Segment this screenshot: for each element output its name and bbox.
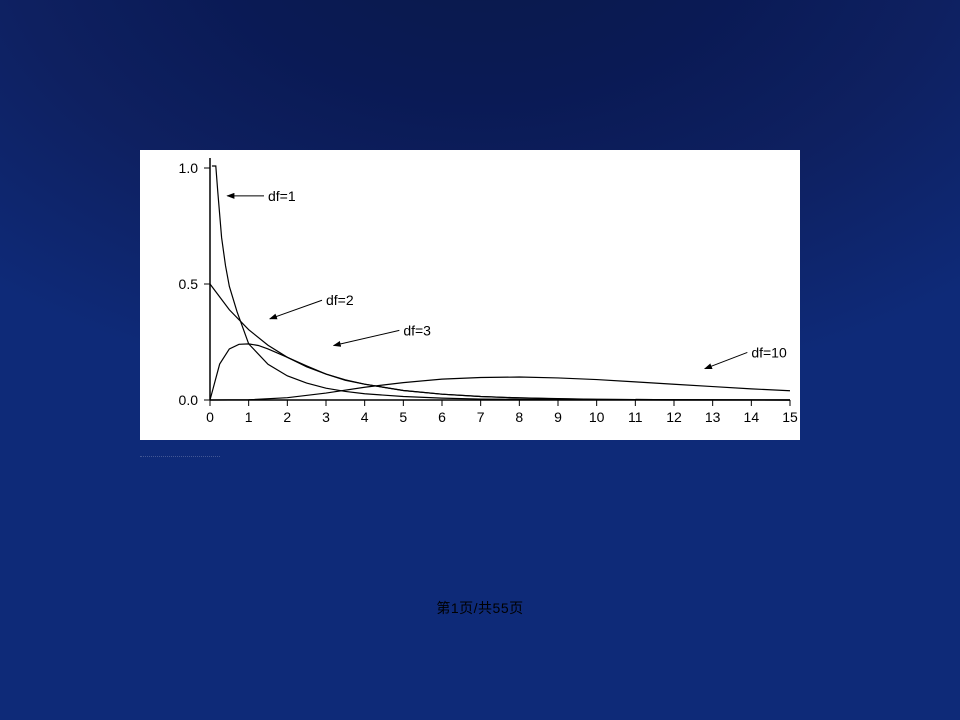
svg-text:df=1: df=1 [268, 188, 296, 204]
svg-text:15: 15 [782, 409, 798, 425]
svg-text:df=3: df=3 [403, 322, 431, 338]
svg-text:2: 2 [283, 409, 291, 425]
svg-text:10: 10 [589, 409, 605, 425]
svg-text:13: 13 [705, 409, 721, 425]
svg-text:0.5: 0.5 [179, 276, 199, 292]
svg-text:7: 7 [477, 409, 485, 425]
svg-text:0: 0 [206, 409, 214, 425]
svg-text:8: 8 [515, 409, 523, 425]
svg-text:3: 3 [322, 409, 330, 425]
chart-svg: 01234567891011121314150.00.51.0df=1df=2d… [140, 150, 800, 440]
svg-text:df=10: df=10 [751, 344, 787, 360]
svg-text:14: 14 [744, 409, 760, 425]
svg-text:1.0: 1.0 [179, 160, 199, 176]
page-number-label: 第1页/共55页 [0, 598, 960, 618]
svg-text:0.0: 0.0 [179, 392, 199, 408]
svg-text:4: 4 [361, 409, 369, 425]
decorative-dotted-line [140, 456, 220, 457]
chi-square-chart: 01234567891011121314150.00.51.0df=1df=2d… [140, 150, 800, 440]
svg-text:9: 9 [554, 409, 562, 425]
svg-text:df=2: df=2 [326, 292, 354, 308]
svg-text:6: 6 [438, 409, 446, 425]
svg-text:12: 12 [666, 409, 682, 425]
svg-text:5: 5 [399, 409, 407, 425]
svg-text:11: 11 [628, 409, 643, 425]
svg-text:1: 1 [245, 409, 253, 425]
